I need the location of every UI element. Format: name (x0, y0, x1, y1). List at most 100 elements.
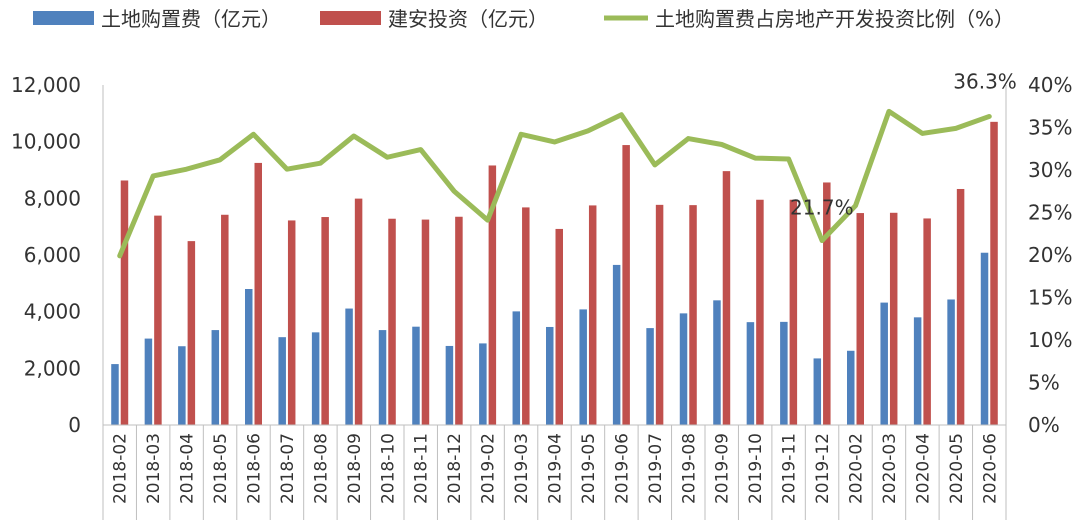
bar-land-cost (913, 317, 922, 425)
annotations: 21.7% 36.3% (790, 69, 1017, 219)
bar-construction (555, 228, 563, 425)
bar-construction (254, 162, 262, 425)
y-tick-left: 4,000 (24, 300, 81, 324)
x-tick-label: 2018-07 (278, 433, 298, 504)
bar-land-cost (345, 308, 353, 425)
x-tick-label: 2020-04 (913, 433, 933, 504)
bar-construction (823, 182, 831, 425)
x-tick-label: 2018-05 (211, 433, 231, 504)
bar-land-cost (579, 309, 587, 425)
bar-construction (689, 205, 697, 425)
x-tick-label: 2019-02 (479, 433, 499, 504)
bar-land-cost (780, 321, 788, 425)
bar-construction (655, 204, 664, 425)
y-tick-right: 10% (1028, 328, 1072, 352)
x-tick-label: 2019-08 (679, 433, 699, 504)
x-tick-label: 2019-10 (746, 433, 766, 504)
legend: 土地购置费（亿元） 建安投资（亿元） 土地购置费占房地产开发投资比例（%） (33, 7, 1014, 31)
bar-construction (221, 214, 229, 425)
x-tick-label: 2018-02 (111, 433, 131, 504)
bar-construction (622, 145, 630, 426)
y-tick-right: 5% (1028, 371, 1060, 395)
bar-construction (488, 165, 497, 425)
x-tick-label: 2018-03 (144, 433, 164, 504)
bar-construction (120, 180, 129, 425)
bar-land-cost (713, 300, 721, 425)
y-tick-left: 12,000 (11, 73, 81, 97)
bars (111, 121, 998, 426)
bar-construction (455, 216, 463, 425)
bar-construction (154, 215, 162, 425)
y-tick-left: 2,000 (24, 356, 81, 380)
bar-construction (388, 218, 396, 425)
x-tick-label: 2019-04 (546, 433, 566, 504)
bar-land-cost (111, 364, 119, 425)
x-tick-label: 2018-04 (178, 433, 198, 504)
ratio-line (117, 108, 992, 259)
x-tick-label: 2019-11 (780, 433, 800, 504)
y-tick-right: 35% (1028, 116, 1072, 140)
bar-land-cost (880, 302, 888, 425)
x-tick-label: 2018-09 (345, 433, 365, 504)
y-tick-left: 0 (68, 413, 81, 437)
bar-construction (421, 219, 430, 425)
bar-construction (889, 212, 898, 425)
bar-land-cost (378, 330, 387, 425)
bar-construction (923, 218, 931, 425)
bar-construction (588, 205, 597, 425)
legend-land-cost-swatch (33, 11, 94, 25)
y-tick-right: 0% (1028, 413, 1060, 437)
bar-land-cost (612, 264, 621, 425)
x-tick-label: 2018-11 (412, 433, 432, 504)
bar-construction (789, 199, 798, 425)
legend-ratio-label: 土地购置费占房地产开发投资比例（%） (655, 7, 1014, 31)
x-tick-label: 2019-09 (713, 433, 733, 504)
x-tick-label: 2019-07 (646, 433, 666, 504)
annotation-label: 21.7% (790, 196, 854, 220)
x-tick-label: 2020-05 (947, 433, 967, 504)
x-axis: 2018-02 2018-03 2018-04 2018-05 2018-06 2018-… (102, 424, 1007, 520)
bar-construction (956, 188, 965, 425)
bar-land-cost (245, 289, 253, 425)
bar-construction (321, 217, 329, 425)
x-tick-label: 2018-12 (445, 433, 465, 504)
x-tick-label: 2019-05 (579, 433, 599, 504)
bar-land-cost (679, 313, 688, 425)
legend-construction-swatch (320, 11, 381, 25)
y-axis-left: 0 2,000 4,000 6,000 8,000 10,000 12,000 (11, 73, 104, 437)
y-axis-right: 0% 5% 10% 15% 20% 25% 30% 35% 40% (1005, 73, 1072, 437)
bar-land-cost (479, 343, 487, 425)
bar-land-cost (746, 322, 755, 425)
x-tick-label: 2020-03 (880, 433, 900, 504)
x-tick-label: 2018-08 (311, 433, 331, 504)
bar-construction (756, 199, 764, 425)
legend-construction-label: 建安投资（亿元） (388, 7, 548, 31)
legend-land-cost-label: 土地购置费（亿元） (101, 7, 281, 31)
bar-construction (287, 220, 296, 425)
y-tick-left: 8,000 (24, 186, 81, 210)
bar-construction (990, 121, 998, 425)
y-tick-right: 30% (1028, 158, 1072, 182)
y-tick-right: 20% (1028, 243, 1072, 267)
bar-land-cost (445, 345, 454, 425)
x-tick-label: 2019-06 (612, 433, 632, 504)
bar-land-cost (211, 330, 220, 425)
bar-land-cost (311, 332, 320, 425)
bar-land-cost (412, 326, 420, 425)
y-tick-right: 40% (1028, 73, 1072, 97)
bar-land-cost (546, 326, 554, 425)
x-tick-label: 2018-10 (378, 433, 398, 504)
x-tick-label: 2019-12 (813, 433, 833, 504)
x-tick-label: 2019-03 (512, 433, 532, 504)
y-tick-right: 15% (1028, 286, 1072, 310)
bar-land-cost (512, 311, 521, 425)
bar-construction (187, 241, 196, 425)
bar-land-cost (646, 328, 654, 425)
bar-land-cost (178, 346, 186, 425)
bar-land-cost (980, 252, 989, 425)
y-tick-left: 6,000 (24, 243, 81, 267)
x-tick-label: 2020-02 (847, 433, 867, 504)
bar-construction (522, 207, 530, 425)
annotation-label: 36.3% (953, 69, 1017, 93)
